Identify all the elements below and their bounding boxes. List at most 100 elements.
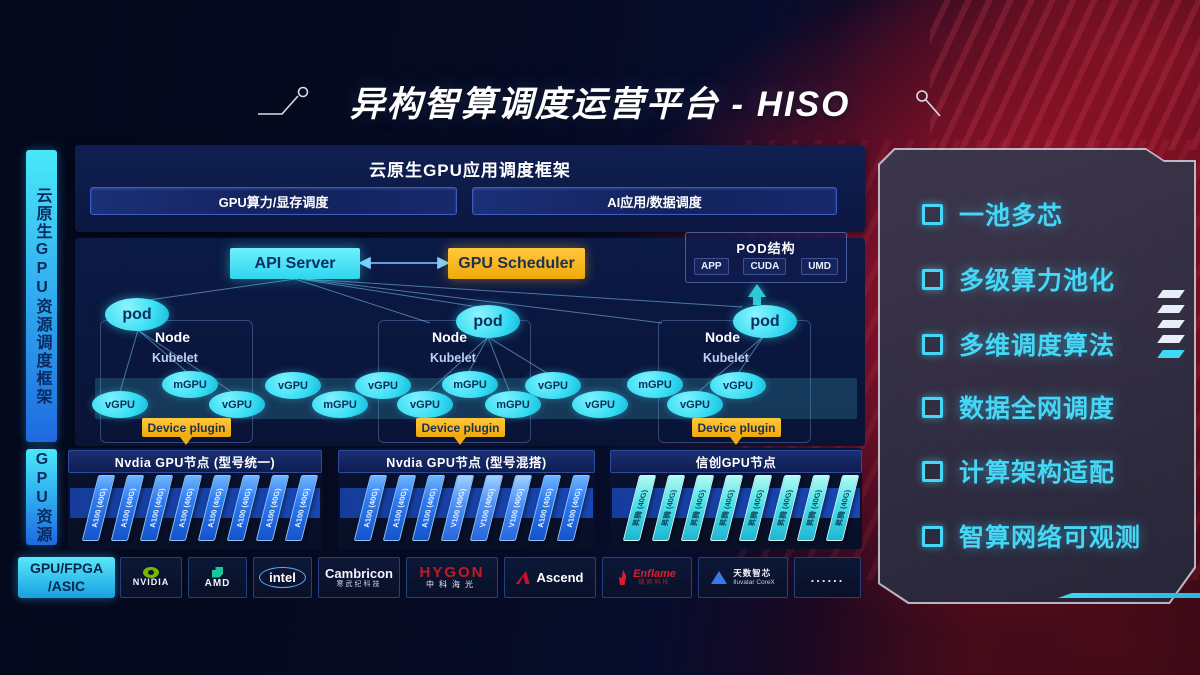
gpu-card: V100 (40G) xyxy=(498,475,533,541)
gpu-unit-ellipse: vGPU xyxy=(209,391,265,418)
feature-item-4: 数据全网调度 xyxy=(922,389,1115,425)
gpu-card: 昇腾 (40G) xyxy=(767,475,802,541)
gpu-node-section-title: Nvdia GPU节点 (型号统一) xyxy=(68,450,322,473)
pod-structure-title: POD结构 xyxy=(736,241,796,256)
square-bullet-icon xyxy=(922,333,943,355)
vendor-iluvatar: 天数智芯 Iluvatar CoreX xyxy=(698,557,788,598)
square-bullet-icon xyxy=(922,396,943,418)
square-bullet-icon xyxy=(922,460,943,482)
vendor-name: 天数智芯 xyxy=(733,568,772,579)
hazard-stripes-icon xyxy=(1157,290,1185,365)
square-bullet-icon xyxy=(922,268,943,290)
ai-app-data-scheduling-bar: AI应用/数据调度 xyxy=(472,187,837,215)
vendor-more: ...... xyxy=(794,557,861,598)
page-title: 异构智算调度运营平台 - HISO xyxy=(349,85,851,124)
gpu-card: A100 (40G) xyxy=(527,475,562,541)
pod-structure-arrow-icon xyxy=(748,284,766,297)
chip-types-line2: /ASIC xyxy=(47,577,86,594)
gpu-unit-ellipse: vGPU xyxy=(572,391,628,418)
gpu-card: A100 (40G) xyxy=(168,475,203,541)
vendor-nvidia: NVIDIA xyxy=(120,557,182,598)
gpu-unit-ellipse: mGPU xyxy=(627,371,683,398)
ascend-logo-icon xyxy=(515,571,532,584)
vendor-logo-row: NVIDIA AMD intel Cambricon 寒武纪科技 HYGON 中… xyxy=(120,557,861,598)
device-plugin-3: Device plugin xyxy=(692,418,781,437)
pod-ellipse-2: pod xyxy=(456,305,520,338)
pod-structure-box: POD结构 APP CUDA UMD xyxy=(685,232,847,283)
vendor-name: ...... xyxy=(810,570,845,585)
vendor-intel: intel xyxy=(253,557,312,598)
gpu-card: 昇腾 (40G) xyxy=(709,475,744,541)
pod-structure-arrow-stem xyxy=(753,296,761,305)
node-box-1 xyxy=(100,320,253,443)
gpu-node-section-mixed: Nvdia GPU节点 (型号混搭) A100 (40G) A100 (40G)… xyxy=(338,448,595,549)
gpu-node-section-uniform: Nvdia GPU节点 (型号统一) A100 (40G) A100 (40G)… xyxy=(68,448,322,549)
pod-ellipse-3: pod xyxy=(733,305,797,338)
gpu-node-section-title: 信创GPU节点 xyxy=(610,450,862,473)
node-label-2: Node xyxy=(432,329,467,345)
gpu-card: 昇腾 (40G) xyxy=(738,475,773,541)
gpu-unit-ellipse: vGPU xyxy=(667,391,723,418)
vendor-name: NVIDIA xyxy=(132,577,170,588)
vendor-subname: 燧原科技 xyxy=(638,580,671,587)
nvidia-logo-icon xyxy=(142,567,159,579)
gpu-unit-ellipse: vGPU xyxy=(355,372,411,399)
gpu-card: V100 (40G) xyxy=(440,475,475,541)
feature-item-3: 多维调度算法 xyxy=(922,326,1115,362)
square-bullet-icon xyxy=(922,525,943,547)
vendor-cambricon: Cambricon 寒武纪科技 xyxy=(318,557,400,598)
gpu-card: 昇腾 (40G) xyxy=(651,475,686,541)
gpu-card: A100 (40G) xyxy=(411,475,446,541)
gpu-card: A100 (40G) xyxy=(255,475,290,541)
gpu-unit-ellipse: vGPU xyxy=(710,372,766,399)
vendor-name: Ascend xyxy=(536,570,584,585)
vendor-enflame: Enflame 燧原科技 xyxy=(602,557,692,598)
feature-item-5: 计算架构适配 xyxy=(922,453,1115,489)
gpu-card: A100 (40G) xyxy=(110,475,145,541)
pod-item-umd: UMD xyxy=(801,258,838,275)
gpu-card: A100 (40G) xyxy=(197,475,232,541)
gpu-cards: 昇腾 (40G) 昇腾 (40G) 昇腾 (40G) 昇腾 (40G) 昇腾 (… xyxy=(622,475,860,541)
chip-types-box: GPU/FPGA /ASIC xyxy=(18,557,115,598)
gpu-unit-ellipse: mGPU xyxy=(442,371,498,398)
vendor-amd: AMD xyxy=(188,557,247,598)
feature-item-6: 智算网络可观测 xyxy=(922,518,1141,554)
device-plugin-2: Device plugin xyxy=(416,418,505,437)
gpu-unit-ellipse: mGPU xyxy=(485,391,541,418)
background-streaks-top xyxy=(930,0,1200,150)
pod-item-app: APP xyxy=(694,258,729,275)
chip-types-line1: GPU/FPGA xyxy=(29,560,104,576)
gpu-card: A100 (40G) xyxy=(382,475,417,541)
gpu-card: V100 (40G) xyxy=(469,475,504,541)
vendor-name: Cambricon xyxy=(325,565,393,581)
gpu-card: 昇腾 (40G) xyxy=(796,475,831,541)
api-server-box: API Server xyxy=(230,248,360,279)
vendor-subname: 中科海光 xyxy=(425,580,478,590)
gpu-card: A100 (40G) xyxy=(226,475,261,541)
intel-logo-icon: intel xyxy=(259,567,306,588)
gpu-card: A100 (40G) xyxy=(139,475,174,541)
gpu-unit-ellipse: vGPU xyxy=(397,391,453,418)
panel-bottom-accent xyxy=(1058,593,1200,598)
gpu-node-section-xinchuang: 信创GPU节点 昇腾 (40G) 昇腾 (40G) 昇腾 (40G) 昇腾 (4… xyxy=(610,448,862,549)
vendor-subname: Iluvatar CoreX xyxy=(733,578,775,586)
gpu-card: 昇腾 (40G) xyxy=(680,475,715,541)
vendor-hygon: HYGON 中科海光 xyxy=(406,557,498,598)
gpu-compute-memory-scheduling-bar: GPU算力/显存调度 xyxy=(90,187,457,215)
kubelet-label-2: Kubelet xyxy=(430,351,476,365)
feature-item-2: 多级算力池化 xyxy=(922,261,1115,297)
gpu-unit-ellipse: vGPU xyxy=(265,372,321,399)
vendor-name: Enflame xyxy=(633,568,676,581)
gpu-node-section-title: Nvdia GPU节点 (型号混搭) xyxy=(338,450,595,473)
sidebar-label-cloud-gpu-framework: 云原生GPU资源调度框架 xyxy=(26,150,57,442)
gpu-unit-ellipse: mGPU xyxy=(162,371,218,398)
node-label-1: Node xyxy=(155,329,190,345)
node-label-3: Node xyxy=(705,329,740,345)
vendor-name: HYGON xyxy=(419,563,485,581)
vendor-name: AMD xyxy=(204,577,231,589)
gpu-unit-ellipse: mGPU xyxy=(312,391,368,418)
device-plugin-arrow-icon-3 xyxy=(730,437,742,445)
app-scheduling-framework-panel: 云原生GPU应用调度框架 GPU算力/显存调度 AI应用/数据调度 xyxy=(75,145,865,232)
gpu-cards: A100 (40G) A100 (40G) A100 (40G) A100 (4… xyxy=(81,475,319,541)
enflame-logo-icon xyxy=(618,570,627,585)
